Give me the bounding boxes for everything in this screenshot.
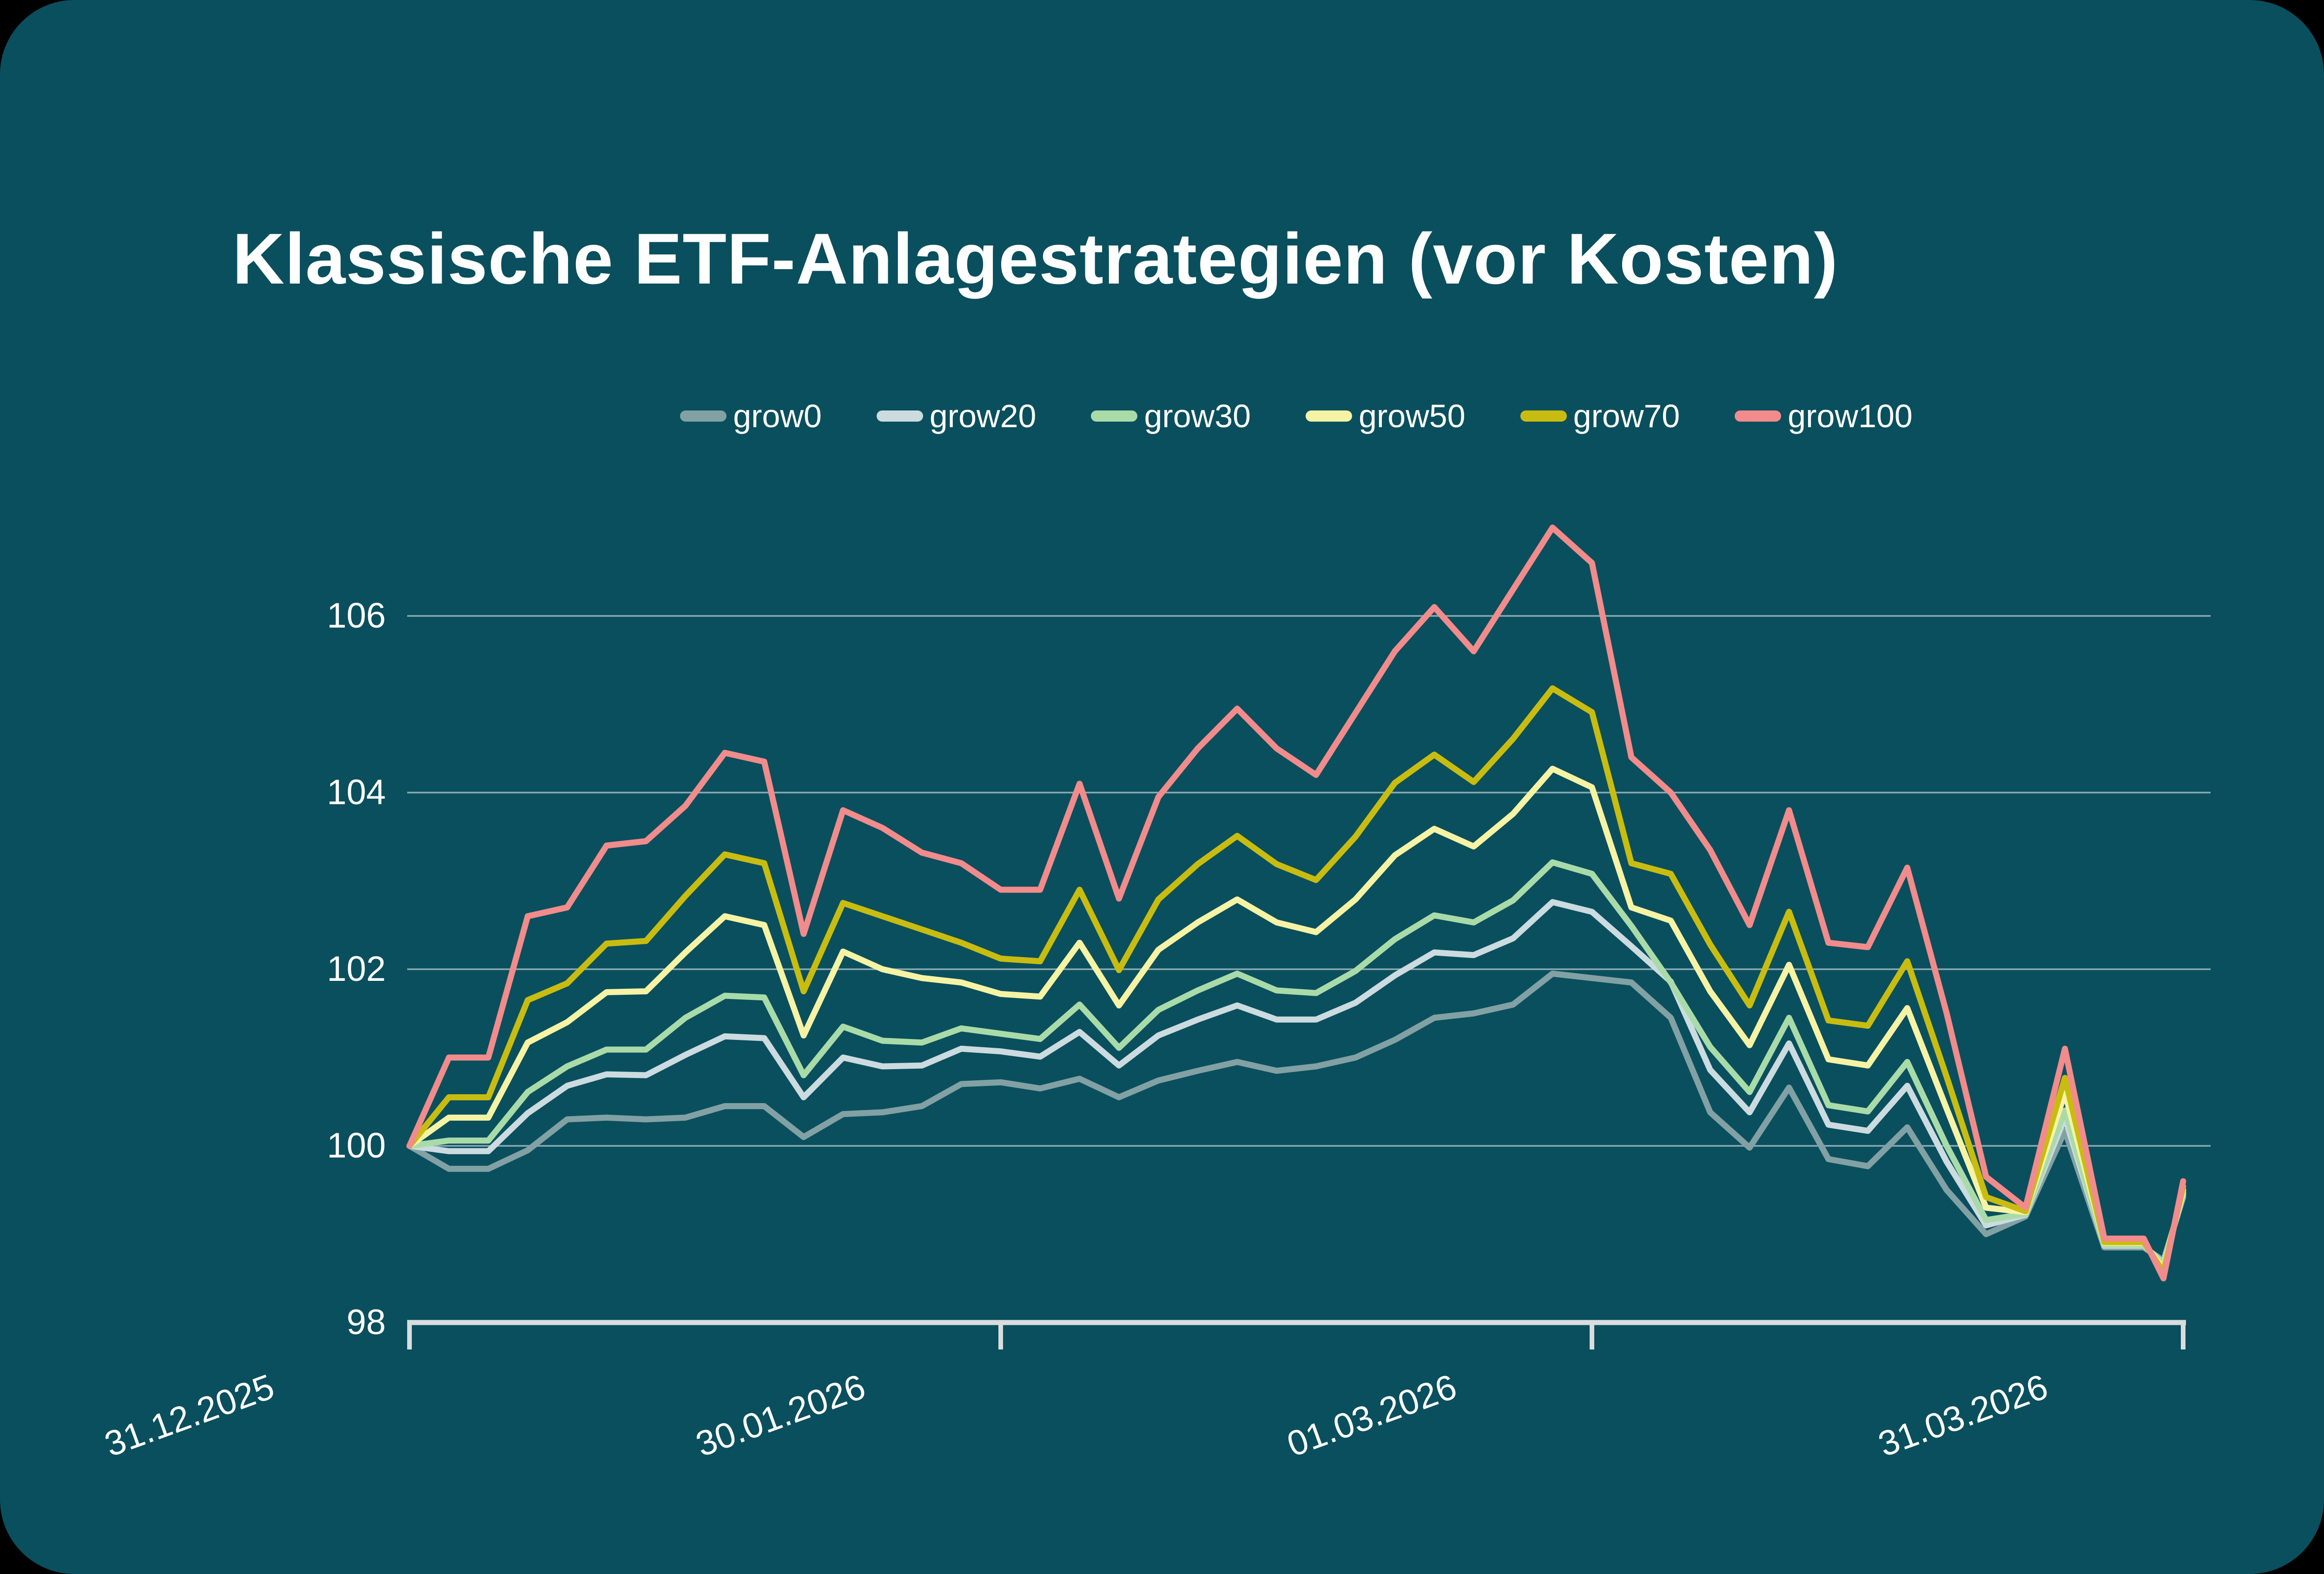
legend-item-grow0[interactable]: grow0	[680, 400, 822, 432]
y-tick-label-104: 104	[327, 773, 386, 812]
series-line-grow30	[406, 859, 2186, 1268]
legend-swatch-grow20	[876, 410, 923, 422]
legend-label-grow20: grow20	[929, 398, 1037, 434]
legend-swatch-grow0	[680, 410, 727, 422]
chart-title: Klassische ETF-Anlagestrategien (vor Kos…	[232, 218, 1838, 299]
legend-label-grow0: grow0	[733, 398, 822, 434]
legend-item-grow50[interactable]: grow50	[1306, 400, 1466, 432]
series-line-grow50	[406, 766, 2186, 1272]
legend-swatch-grow50	[1306, 410, 1353, 422]
legend-item-grow30[interactable]: grow30	[1091, 400, 1251, 432]
legend-item-grow70[interactable]: grow70	[1520, 400, 1680, 432]
legend-item-grow100[interactable]: grow100	[1735, 400, 1913, 432]
series-line-grow100	[406, 524, 2186, 1282]
y-tick-label-102: 102	[327, 949, 386, 989]
legend-label-grow50: grow50	[1359, 398, 1466, 434]
chart-legend: grow0 grow20 grow30 grow50 grow70 grow100	[409, 400, 2183, 432]
y-tick-label-106: 106	[327, 596, 386, 635]
y-tick-label-100: 100	[327, 1126, 386, 1165]
legend-label-grow70: grow70	[1573, 398, 1680, 434]
legend-swatch-grow70	[1520, 410, 1567, 422]
legend-swatch-grow100	[1735, 410, 1782, 422]
series-line-grow0	[406, 971, 2186, 1264]
y-tick-label-98: 98	[346, 1303, 386, 1342]
legend-label-grow30: grow30	[1144, 398, 1251, 434]
series-line-grow70	[406, 685, 2186, 1276]
legend-swatch-grow30	[1091, 410, 1138, 422]
series-line-grow20	[406, 899, 2186, 1267]
legend-label-grow100: grow100	[1788, 398, 1913, 434]
legend-item-grow20[interactable]: grow20	[876, 398, 1037, 434]
